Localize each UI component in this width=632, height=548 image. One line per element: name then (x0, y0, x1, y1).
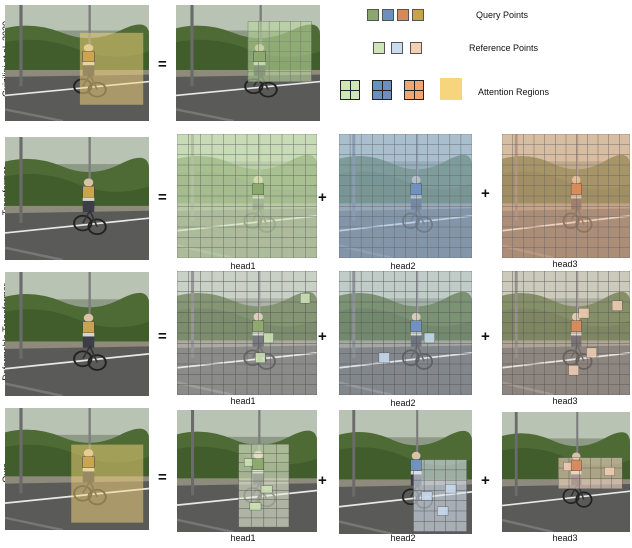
legend-attention-swatch-orange (404, 80, 424, 100)
scene-row2-head2 (339, 134, 472, 258)
scene-row4-input (5, 408, 149, 530)
scene-row2-input (5, 137, 149, 260)
scene-row2-head1 (177, 134, 317, 258)
caption-row3-head2: head2 (390, 398, 416, 408)
caption-row3-head3: head3 (552, 396, 578, 406)
scene-row3-head1 (177, 271, 317, 395)
equals-sign-row3: = (158, 328, 167, 345)
caption-row4-head2: head2 (390, 533, 416, 543)
legend-reference-swatch-blue (391, 42, 403, 54)
legend-reference-swatch-green (373, 42, 385, 54)
plus-sign-row3-a: + (318, 328, 327, 345)
plus-sign-row2-b: + (481, 185, 490, 202)
scene-row1-input (5, 5, 149, 121)
legend-query-swatch-orange (397, 9, 409, 21)
plus-sign-row4-a: + (318, 472, 327, 489)
equals-sign-row2: = (158, 189, 167, 206)
legend-query-label: Query Points (476, 10, 529, 20)
caption-row2-head2: head2 (390, 261, 416, 271)
scene-row4-head2 (339, 410, 472, 534)
legend-attention-label: Attention Regions (478, 87, 550, 97)
scene-row3-head3 (502, 271, 630, 395)
plus-sign-row4-b: + (481, 472, 490, 489)
plus-sign-row3-b: + (481, 328, 490, 345)
scene-row3-input (5, 272, 149, 396)
legend-query-swatch-gold (412, 9, 424, 21)
equals-sign-row1: = (158, 56, 167, 73)
legend-reference-label: Reference Points (469, 43, 539, 53)
caption-row2-head3: head3 (552, 259, 578, 269)
scene-row4-head3 (502, 412, 630, 532)
legend-attention-swatch-yellow (440, 78, 462, 100)
equals-sign-row4: = (158, 469, 167, 486)
legend-attention-swatch-blue (372, 80, 392, 100)
plus-sign-row2-a: + (318, 189, 327, 206)
caption-row4-head1: head1 (230, 533, 256, 543)
scene-row4-head1 (177, 410, 317, 532)
legend-query-swatch-green (367, 9, 379, 21)
scene-row1-output (176, 5, 320, 121)
caption-row3-head1: head1 (230, 396, 256, 406)
legend-query-swatch-blue (382, 9, 394, 21)
caption-row2-head1: head1 (230, 261, 256, 271)
legend-reference-swatch-orange (410, 42, 422, 54)
scene-row2-head3 (502, 134, 630, 258)
caption-row4-head3: head3 (552, 533, 578, 543)
legend-attention-swatch-green (340, 80, 360, 100)
scene-row3-head2 (339, 271, 472, 395)
